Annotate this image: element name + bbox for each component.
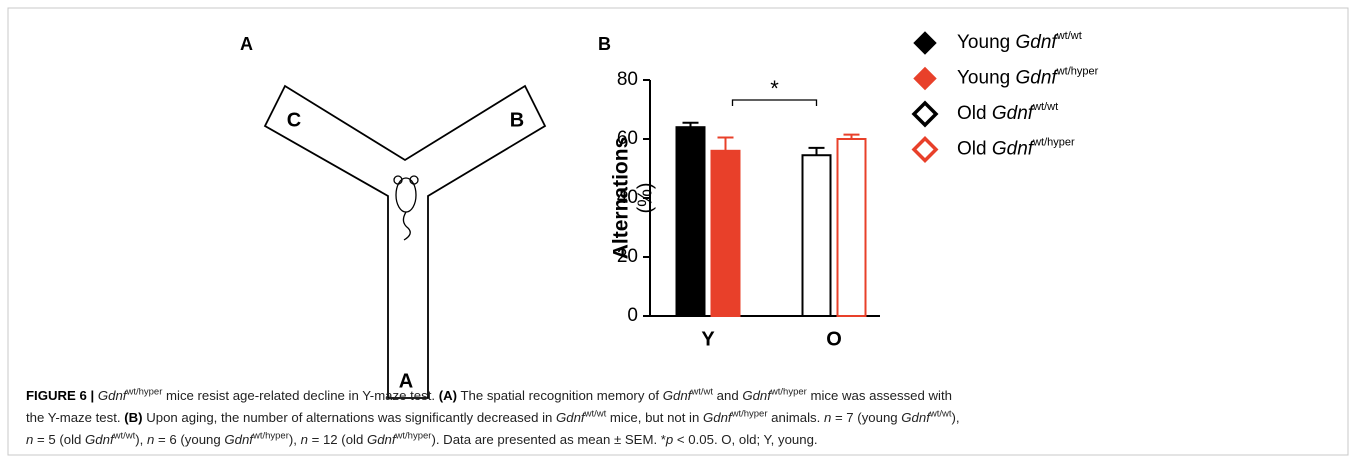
panel-label: B: [598, 34, 611, 54]
caption-text: Gdnf: [556, 410, 585, 425]
bar: [675, 126, 706, 317]
caption-text: ),: [951, 410, 960, 425]
maze-outline: [263, 84, 547, 399]
caption-text: ),: [135, 432, 147, 447]
y-tick-label: 20: [617, 246, 638, 267]
bar: [801, 154, 832, 317]
arm-label: C: [287, 109, 301, 131]
caption-text: mice was assessed with: [806, 388, 952, 403]
caption-text: wt/wt: [113, 430, 136, 442]
caption-line: n = 5 (old Gdnfwt/wt), n = 6 (young Gdnf…: [26, 429, 1346, 451]
caption-text: Gdnf: [901, 410, 930, 425]
caption-text: wt/hyper: [126, 386, 163, 398]
caption-text: = 7 (young: [831, 410, 902, 425]
caption-text: wt/hyper: [395, 430, 432, 442]
caption-text: wt/hyper: [770, 386, 807, 398]
y-tick-label: 80: [617, 69, 638, 90]
bar: [836, 138, 867, 317]
y-tick-label: 60: [617, 128, 638, 149]
caption-text: n: [300, 432, 308, 447]
y-axis-label: Alternations: [610, 137, 633, 260]
caption-text: (B): [124, 410, 143, 425]
bar: [710, 149, 741, 317]
legend-marker: [913, 31, 937, 55]
legend-gene: Gdnf: [992, 103, 1035, 124]
caption-text: wt/wt: [584, 408, 607, 420]
caption-text: mice resist age-related decline in Y-maz…: [162, 388, 439, 403]
legend-marker: [911, 100, 939, 128]
caption-text: Gdnf: [662, 388, 692, 403]
legend-name: Young: [957, 68, 1010, 89]
caption-text: Gdnf: [703, 410, 732, 425]
mouse-icon: [393, 175, 419, 241]
caption-text: n: [147, 432, 155, 447]
caption-text: (A): [438, 388, 458, 403]
caption: FIGURE 6 | Gdnfwt/hyper mice resist age-…: [26, 385, 1346, 451]
legend-genotype: wt/hyper: [1032, 136, 1075, 148]
caption-text: Gdnf: [366, 432, 396, 447]
caption-text: n: [26, 432, 34, 447]
legend-name: Young: [957, 32, 1010, 53]
significance-mark: *: [770, 76, 779, 101]
legend-entry: Young Gdnfwt/wt: [957, 30, 1082, 53]
caption-line: the Y-maze test. (B) Upon aging, the num…: [26, 407, 1346, 429]
caption-text: Gdnf: [742, 388, 771, 403]
caption-text: wt/hyper: [731, 408, 768, 420]
legend-gene: Gdnf: [992, 139, 1035, 160]
arm-label: A: [399, 370, 413, 392]
caption-text: = 6 (young: [154, 432, 225, 447]
caption-text: = 12 (old: [307, 432, 367, 447]
error-bar: [808, 146, 825, 156]
caption-text: Gdnf: [97, 388, 127, 403]
significance-bracket: [731, 99, 818, 106]
legend-entry: Old Gdnfwt/hyper: [957, 136, 1075, 159]
caption-text: wt/wt: [691, 386, 713, 398]
caption-text: = 5 (old: [33, 432, 86, 447]
legend-genotype: wt/wt: [1032, 101, 1058, 113]
caption-text: mice, but not in: [606, 410, 703, 425]
legend-entry: Young Gdnfwt/hyper: [957, 65, 1099, 88]
caption-text: FIGURE 6 |: [26, 388, 95, 403]
caption-text: Gdnf: [224, 432, 253, 447]
y-tick-label: 40: [617, 187, 638, 208]
legend-entry: Old Gdnfwt/wt: [957, 101, 1058, 124]
caption-text: the Y-maze test.: [26, 410, 125, 425]
error-bar: [717, 136, 734, 151]
caption-text: and: [712, 388, 743, 403]
x-tick-label: O: [826, 328, 842, 350]
caption-line: FIGURE 6 | Gdnfwt/hyper mice resist age-…: [26, 385, 1346, 407]
legend-name: Old: [957, 139, 987, 160]
caption-text: < 0.05. O, old; Y, young.: [673, 432, 818, 447]
error-bar: [843, 133, 860, 139]
arm-label: B: [510, 109, 524, 131]
caption-text: wt/wt: [929, 408, 952, 420]
y-maze: [263, 84, 547, 399]
caption-text: animals.: [767, 410, 824, 425]
x-tick-label: Y: [701, 328, 715, 350]
caption-text: ). Data are presented as mean ± SEM. *: [431, 432, 666, 447]
caption-text: The spatial recognition memory of: [457, 388, 663, 403]
caption-text: n: [823, 410, 832, 425]
caption-text: p: [665, 432, 674, 447]
caption-text: ),: [288, 432, 301, 447]
caption-text: Upon aging, the number of alternations w…: [142, 410, 556, 425]
legend-gene: Gdnf: [1015, 32, 1058, 53]
legend-marker: [913, 66, 937, 91]
legend-gene: Gdnf: [1015, 68, 1058, 89]
panel-label: A: [240, 34, 253, 54]
legend-genotype: wt/hyper: [1056, 65, 1099, 77]
y-tick-label: 0: [627, 305, 638, 326]
legend-name: Old: [957, 103, 987, 124]
caption-text: wt/hyper: [252, 430, 289, 442]
caption-text: Gdnf: [85, 432, 114, 447]
legend-marker: [911, 136, 939, 163]
frame: [7, 7, 1349, 456]
legend-genotype: wt/wt: [1056, 30, 1082, 42]
error-bar: [682, 121, 699, 128]
